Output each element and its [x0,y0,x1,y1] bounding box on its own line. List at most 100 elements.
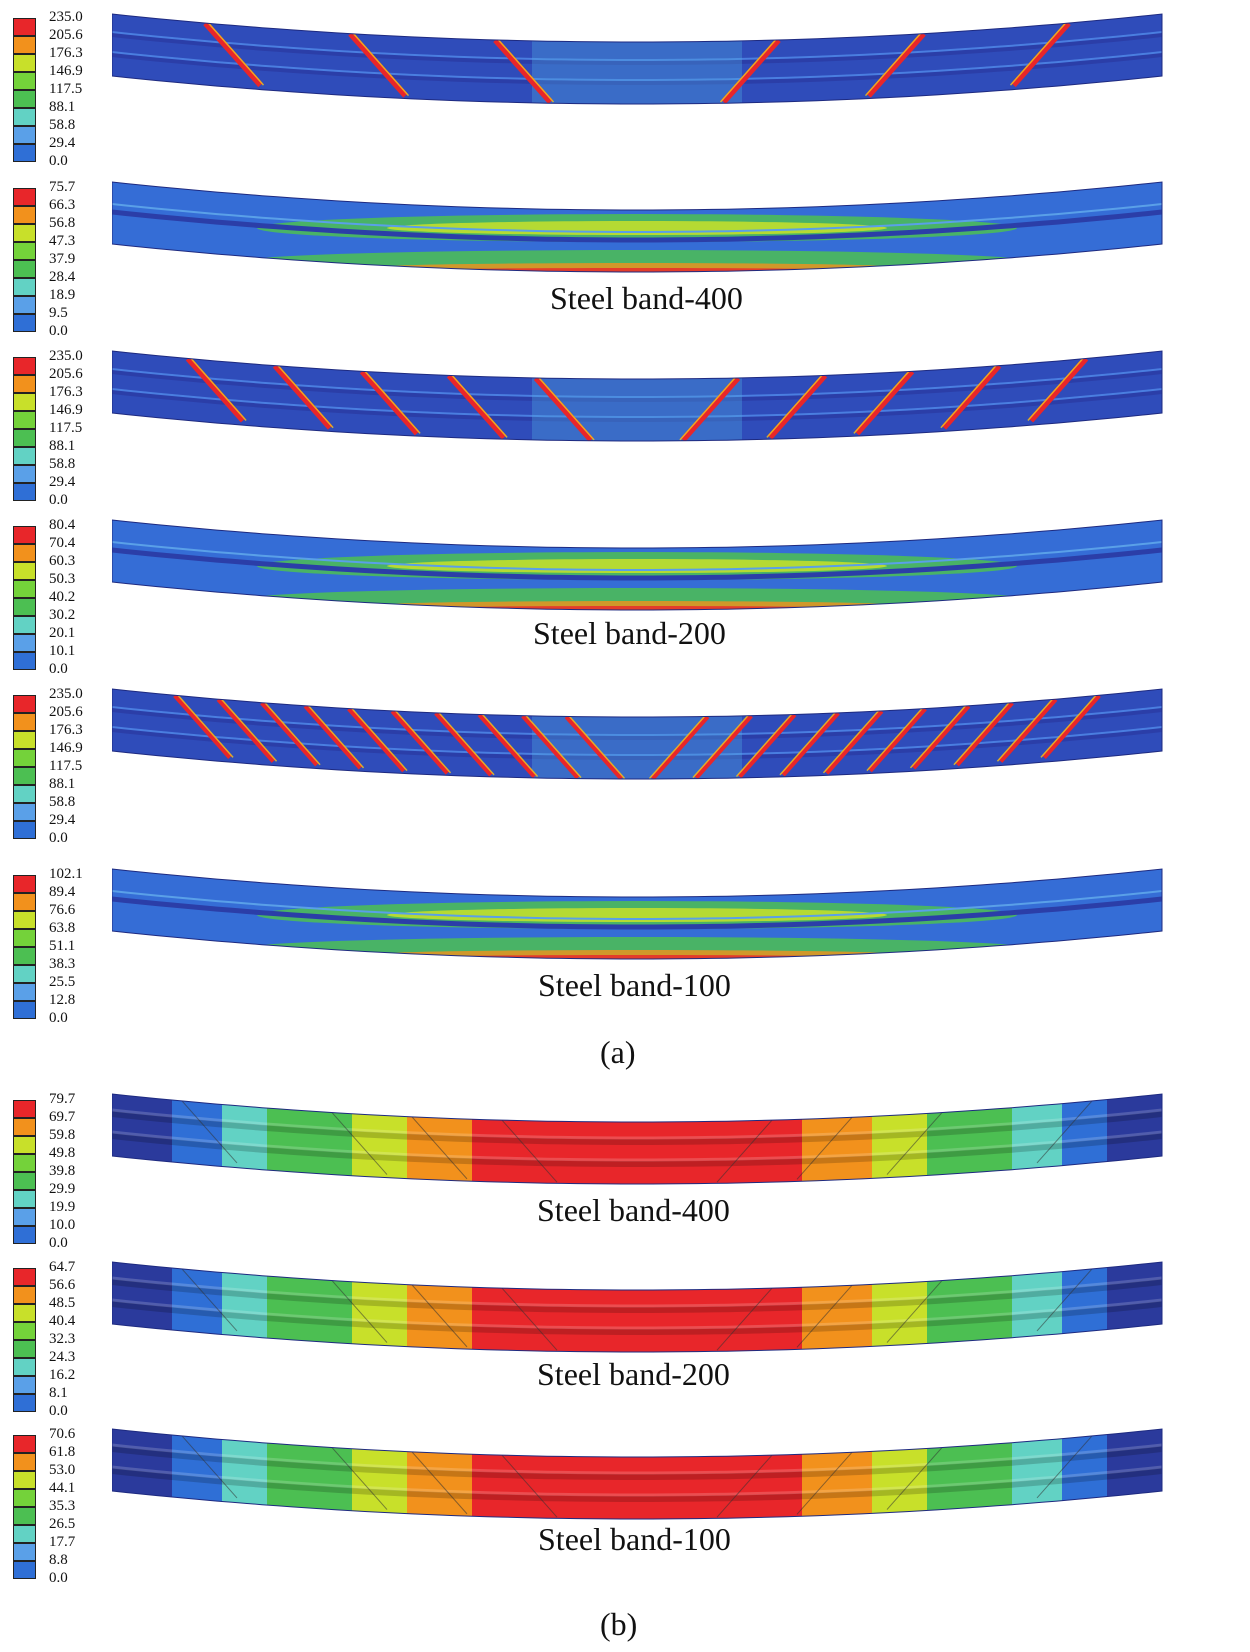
legend-value: 146.9 [49,63,83,79]
beam-rib [112,547,1162,581]
stress-contour [387,559,887,573]
legend-value: 176.3 [49,45,83,61]
legend-value: 64.7 [49,1259,76,1275]
legend-swatch [13,296,36,314]
legend-swatch [13,1507,36,1525]
legend-value: 235.0 [49,348,83,364]
legend-swatch [13,598,36,616]
legend-value: 32.3 [49,1331,76,1347]
steel-band [347,706,406,773]
beam-rib [112,1133,1162,1167]
beam-rib [112,1111,1162,1145]
legend-swatch [13,72,36,90]
steel-band-outline [181,1435,238,1499]
legend-swatch [13,1190,36,1208]
legend-swatch [13,965,36,983]
legend-value: 29.9 [49,1181,76,1197]
beam-rib [112,31,1162,61]
beam-zone [532,14,742,104]
panel-label-a: (a) [600,1034,636,1070]
steel-band [854,369,915,436]
steel-band-edge [190,358,247,422]
legend-swatch [13,90,36,108]
steel-band-edge [497,39,555,103]
beam-rib [112,1276,1162,1308]
legend-value: 24.3 [49,1349,76,1365]
steel-band-outline [331,1112,388,1175]
legend-value: 102.1 [49,866,83,882]
legend-value: 40.2 [49,589,76,605]
legend-value: 9.5 [49,305,68,321]
steel-band-edge [822,710,880,774]
steel-band-edge [853,370,910,434]
legend-value: 0.0 [49,492,68,508]
steel-band-edge [538,377,595,441]
legend-value: 29.4 [49,474,76,490]
beam-outline [112,350,1163,442]
legend-swatch [13,1172,36,1190]
legend-value: 80.4 [49,517,76,533]
legend-swatch [13,580,36,598]
beam-rib [112,706,1162,740]
legend-swatch [13,1304,36,1322]
legend-swatch [13,54,36,72]
legend-value: 47.3 [49,233,76,249]
steel-band-outline [886,1112,943,1175]
steel-band-edge [866,708,923,772]
steel-band [824,709,884,775]
legend-swatch [13,314,36,332]
beam-rib [112,1446,1162,1480]
legend-value: 29.4 [49,135,76,151]
legend-value: 49.8 [49,1145,76,1161]
legend-swatch [13,562,36,580]
steel-band-edge [568,715,626,779]
legend-swatch [13,1471,36,1489]
beam-body [112,1429,1162,1519]
steel-band-edge [481,713,539,777]
steel-band-outline [1036,1100,1093,1164]
legend-value: 8.1 [49,1385,68,1401]
beam-body [112,14,1162,104]
legend-value: 88.1 [49,438,76,454]
deflection-zone [1012,1262,1062,1352]
steel-band-outline [716,1287,773,1351]
caption-steel-band-200: Steel band-200 [537,1356,730,1392]
legend-value: 8.8 [49,1552,68,1568]
legend-value: 0.0 [49,1235,68,1251]
legend-swatch [13,260,36,278]
legend-swatch [13,357,36,375]
steel-band-outline [796,1451,853,1515]
legend-swatch [13,652,36,670]
legend-value: 39.8 [49,1163,76,1179]
legend-swatch [13,465,36,483]
beam-outline [112,519,1163,611]
beam-outline [112,688,1163,780]
legend-swatch [13,206,36,224]
legend-value: 88.1 [49,99,76,115]
beam-rib [112,1130,1162,1162]
legend-value: 17.7 [49,1534,76,1550]
steel-band-outline [411,1284,468,1348]
beam-deflection-100 [112,1428,1163,1520]
beam-rib [112,1443,1162,1475]
steel-band-edge [277,365,334,429]
beam-deflection-200 [112,1261,1163,1353]
legend-swatch [13,429,36,447]
steel-band-outline [796,1284,853,1348]
beam-steel-stress-100 [112,688,1163,780]
steel-band [564,714,624,779]
deflection-zone [222,1094,267,1184]
legend-value: 0.0 [49,661,68,677]
legend-swatch [13,1154,36,1172]
steel-band-edge [307,705,365,769]
steel-band [781,711,840,777]
legend-value: 146.9 [49,402,83,418]
steel-band-edge [719,39,777,103]
legend-value: 205.6 [49,704,83,720]
beam-outline [112,1093,1163,1185]
legend-value: 205.6 [49,366,83,382]
legend-value: 70.6 [49,1426,76,1442]
beam-steel-stress-200 [112,350,1163,442]
legend-value: 50.3 [49,571,76,587]
beam-rib [112,726,1162,760]
